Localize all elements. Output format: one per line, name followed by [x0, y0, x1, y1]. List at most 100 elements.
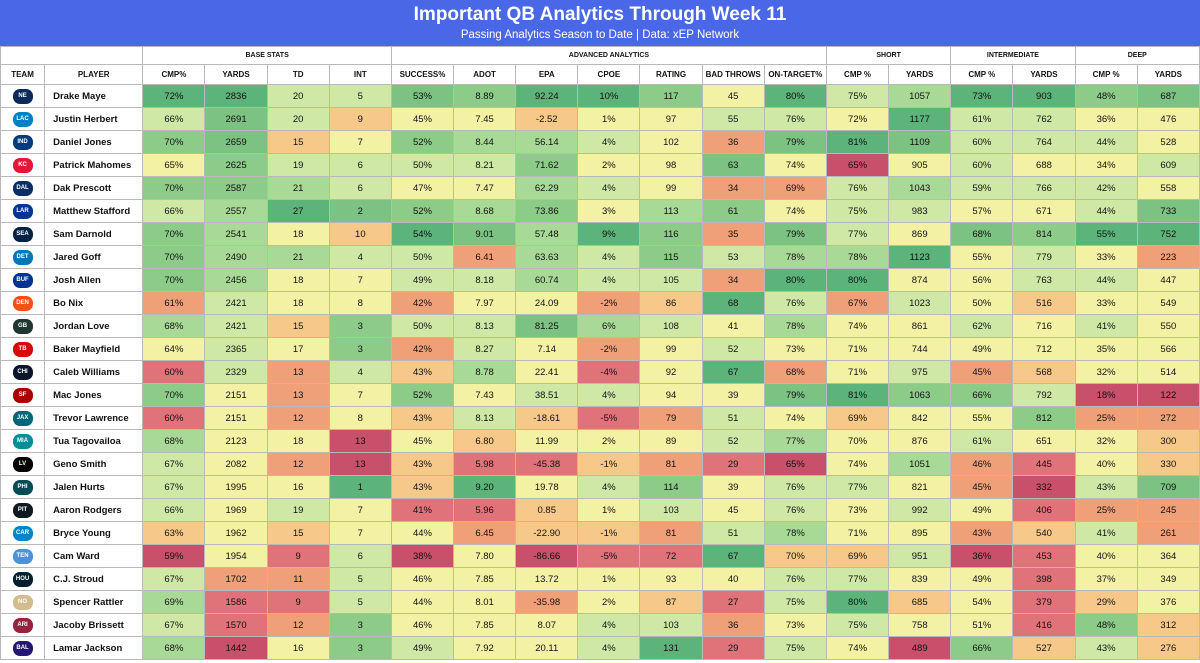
table-row: DEN Bo Nix 61% 2421 18 8 42% 7.97 24.09 -2% 86 68 76…	[0, 291, 1200, 315]
table-row: LV Geno Smith 67% 2082 12 13 43% 5.98 -45.38 -1% 8…	[0, 452, 1200, 476]
stat-cell: 8	[328, 291, 392, 315]
column-header[interactable]: EPA	[515, 64, 579, 85]
player-name: Patrick Mahomes	[44, 153, 144, 177]
stat-cell: 712	[1012, 337, 1076, 361]
column-header[interactable]: PLAYER	[44, 64, 144, 85]
stat-cell: 709	[1136, 475, 1200, 499]
stat-cell: 3	[328, 636, 392, 660]
stat-cell: 1702	[204, 567, 268, 591]
column-header[interactable]: BAD THROWS	[701, 64, 765, 85]
player-name: Matthew Stafford	[44, 199, 144, 223]
stat-cell: 1995	[204, 475, 268, 499]
team-cell: ARI	[0, 613, 46, 637]
stat-cell: 69%	[825, 406, 890, 430]
column-header[interactable]: ADOT	[453, 64, 517, 85]
stat-cell: 4	[328, 245, 392, 269]
stat-cell: 46%	[950, 452, 1014, 476]
stat-cell: 66%	[950, 383, 1014, 407]
player-name: Baker Mayfield	[44, 337, 144, 361]
column-header[interactable]: SUCCESS%	[390, 64, 455, 85]
stat-cell: 103	[639, 498, 703, 522]
stat-cell: 8.18	[453, 268, 517, 292]
table-row: CHI Caleb Williams 60% 2329 13 4 43% 8.78 22.41-…	[0, 360, 1200, 384]
stat-cell: 79%	[763, 222, 827, 246]
stat-cell: 332	[1012, 475, 1076, 499]
stat-cell: 9.01	[453, 222, 517, 246]
stat-cell: 4%	[577, 268, 641, 292]
stat-cell: 733	[1136, 199, 1200, 223]
column-header[interactable]: TD	[266, 64, 330, 85]
stat-cell: 50%	[950, 291, 1014, 315]
stat-cell: 1177	[888, 107, 952, 131]
stat-cell: 528	[1136, 130, 1200, 154]
stat-cell: 8.13	[453, 406, 517, 430]
column-header[interactable]: RATING	[639, 64, 703, 85]
stat-cell: 8.89	[453, 84, 517, 108]
stat-cell: 49%	[390, 636, 455, 660]
column-header[interactable]: CMP %	[825, 64, 890, 85]
stat-cell: 7	[328, 521, 392, 545]
stat-cell: 245	[1136, 498, 1200, 522]
player-name: Dak Prescott	[44, 176, 144, 200]
team-logo-icon: SF	[12, 387, 33, 403]
table-row: LAR Matthew Stafford 66% 2557 27 2 52% 8.68 73.8…	[0, 199, 1200, 223]
stat-cell: -5%	[577, 406, 641, 430]
player-name: Justin Herbert	[44, 107, 144, 131]
column-header[interactable]: YARDS	[1136, 64, 1200, 85]
stat-cell: 8.44	[453, 130, 517, 154]
stat-cell: 39	[701, 475, 765, 499]
player-name: Spencer Rattler	[44, 590, 144, 614]
column-header[interactable]: ON-TARGET%	[763, 64, 827, 85]
stat-cell: 76%	[763, 498, 827, 522]
stat-cell: 18	[266, 222, 330, 246]
stat-cell: 41	[701, 314, 765, 338]
column-header[interactable]: YARDS	[1012, 64, 1076, 85]
column-header[interactable]: INT	[328, 64, 392, 85]
stat-cell: 566	[1136, 337, 1200, 361]
stat-cell: 744	[888, 337, 952, 361]
table-row: MIA Tua Tagovailoa 68% 2123 18 13 45% 6.80 11.99…	[0, 429, 1200, 453]
stat-cell: 67%	[825, 291, 890, 315]
stat-cell: 57%	[950, 199, 1014, 223]
stat-cell: 6%	[577, 314, 641, 338]
stat-cell: 15	[266, 521, 330, 545]
stat-cell: 1%	[577, 498, 641, 522]
column-header[interactable]: TEAM	[0, 64, 46, 85]
stat-cell: 38.51	[515, 383, 579, 407]
stat-cell: 54%	[950, 590, 1014, 614]
stat-cell: 56%	[950, 268, 1014, 292]
page-title: Important QB Analytics Through Week 11	[413, 4, 787, 25]
stat-cell: 7.97	[453, 291, 517, 315]
team-logo-icon: IND	[12, 134, 33, 150]
column-header[interactable]: CPOE	[577, 64, 641, 85]
stat-cell: 41%	[1074, 314, 1138, 338]
stat-cell: 2421	[204, 291, 268, 315]
stat-cell: 839	[888, 567, 952, 591]
stat-cell: 5	[328, 567, 392, 591]
player-name: Jared Goff	[44, 245, 144, 269]
stat-cell: 476	[1136, 107, 1200, 131]
stat-cell: 68%	[142, 636, 206, 660]
stat-cell: 1%	[577, 567, 641, 591]
stat-cell: 71%	[825, 360, 890, 384]
column-header[interactable]: YARDS	[888, 64, 952, 85]
stat-cell: 116	[639, 222, 703, 246]
stat-cell: 406	[1012, 498, 1076, 522]
team-cell: HOU	[0, 567, 46, 591]
stat-cell: 1063	[888, 383, 952, 407]
stat-cell: 349	[1136, 567, 1200, 591]
stat-cell: 80%	[763, 268, 827, 292]
column-header[interactable]: CMP %	[1074, 64, 1138, 85]
stat-cell: 55	[701, 107, 765, 131]
stat-cell: 103	[639, 613, 703, 637]
stat-cell: 67%	[142, 613, 206, 637]
stat-cell: 62%	[950, 314, 1014, 338]
stat-cell: 992	[888, 498, 952, 522]
stat-cell: 8.01	[453, 590, 517, 614]
column-header[interactable]: CMP %	[950, 64, 1014, 85]
stat-cell: 876	[888, 429, 952, 453]
column-header[interactable]: YARDS	[204, 64, 268, 85]
stat-cell: 6	[328, 153, 392, 177]
stat-cell: 779	[1012, 245, 1076, 269]
column-header[interactable]: CMP%	[142, 64, 206, 85]
